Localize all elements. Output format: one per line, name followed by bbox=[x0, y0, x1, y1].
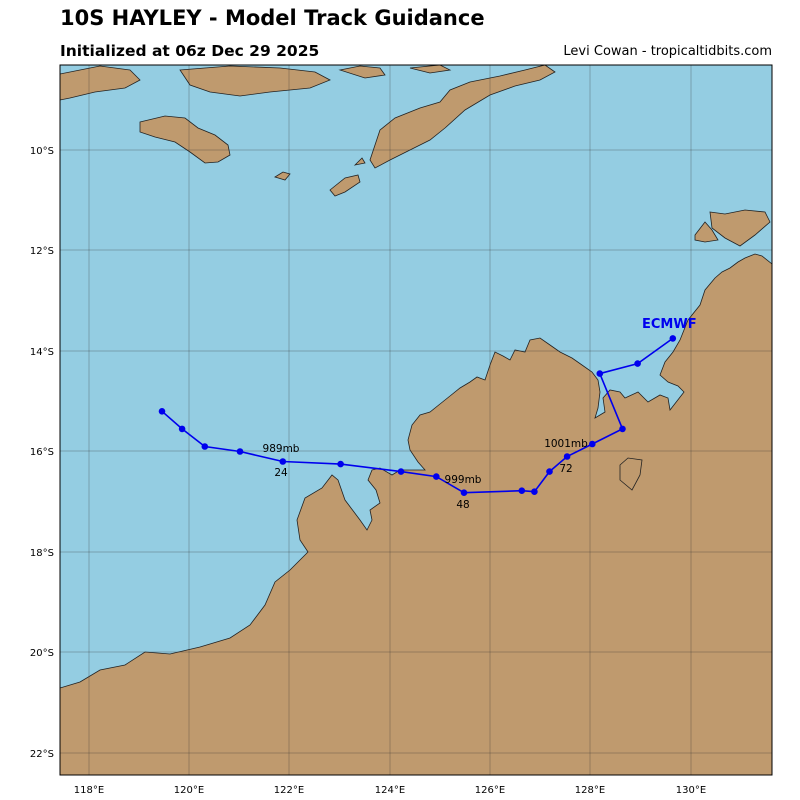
track-point bbox=[460, 489, 468, 497]
lat-tick-label: 16°S bbox=[30, 447, 54, 458]
model-name-label: ECMWF bbox=[642, 317, 697, 332]
hour-label-24h: 24 bbox=[274, 467, 288, 479]
tiwi-islands bbox=[709, 209, 771, 247]
lat-tick-label: 20°S bbox=[30, 648, 54, 659]
hour-label-72h: 72 bbox=[559, 463, 572, 475]
track-point bbox=[337, 460, 344, 468]
track-point bbox=[158, 408, 166, 415]
lat-tick-label: 18°S bbox=[30, 548, 54, 559]
small-island bbox=[619, 457, 643, 491]
pressure-label-72h: 1001mb bbox=[544, 438, 588, 450]
track-point bbox=[596, 370, 604, 377]
track-point bbox=[236, 448, 244, 455]
savu-island bbox=[274, 171, 291, 181]
lon-tick-label: 118°E bbox=[74, 785, 104, 796]
small-island bbox=[409, 65, 452, 74]
flores-island bbox=[179, 65, 331, 97]
lon-tick-label: 128°E bbox=[575, 785, 605, 796]
rote-island bbox=[329, 174, 361, 197]
track-point bbox=[669, 335, 677, 342]
lat-tick-label: 14°S bbox=[30, 347, 54, 358]
lon-tick-label: 124°E bbox=[375, 785, 405, 796]
track-point bbox=[531, 488, 538, 496]
pressure-label-24h: 989mb bbox=[263, 443, 300, 455]
map-title: 10S HAYLEY - Model Track Guidance bbox=[60, 6, 485, 30]
sumba-island bbox=[139, 115, 231, 164]
track-point bbox=[589, 440, 596, 448]
track-point bbox=[433, 473, 440, 480]
lon-tick-label: 122°E bbox=[274, 785, 304, 796]
sumbawa-island bbox=[60, 65, 141, 101]
track-point bbox=[634, 360, 641, 367]
lat-tick-label: 10°S bbox=[30, 146, 54, 157]
pressure-label-48h: 999mb bbox=[445, 474, 482, 486]
small-island bbox=[338, 65, 386, 79]
track-point bbox=[279, 458, 287, 465]
graticule bbox=[60, 65, 772, 775]
ecmwf-track bbox=[158, 335, 677, 497]
track-point bbox=[178, 425, 186, 433]
map-frame bbox=[59, 64, 773, 776]
hour-label-48h: 48 bbox=[456, 499, 469, 511]
lon-tick-label: 130°E bbox=[676, 785, 706, 796]
tiwi-islands bbox=[694, 221, 719, 243]
track-point bbox=[397, 468, 405, 475]
track-point bbox=[546, 468, 553, 475]
lat-tick-label: 12°S bbox=[30, 246, 54, 257]
timor-island bbox=[369, 65, 556, 169]
track-point bbox=[563, 453, 571, 460]
track-line bbox=[161, 337, 674, 494]
lon-tick-labels: 118°E 120°E 122°E 124°E 126°E 128°E 130°… bbox=[74, 785, 706, 796]
lat-tick-label: 22°S bbox=[30, 749, 54, 760]
track-point bbox=[518, 487, 526, 495]
track-point bbox=[201, 443, 209, 450]
track-point bbox=[619, 425, 626, 433]
init-time-subtitle: Initialized at 06z Dec 29 2025 bbox=[60, 42, 320, 60]
australia-mainland bbox=[60, 253, 772, 775]
lon-tick-label: 126°E bbox=[475, 785, 505, 796]
lat-tick-labels: 10°S 12°S 14°S 16°S 18°S 20°S 22°S bbox=[30, 146, 54, 760]
credit-text: Levi Cowan - tropicaltidbits.com bbox=[563, 44, 772, 59]
small-island bbox=[353, 157, 366, 166]
lon-tick-label: 120°E bbox=[174, 785, 204, 796]
